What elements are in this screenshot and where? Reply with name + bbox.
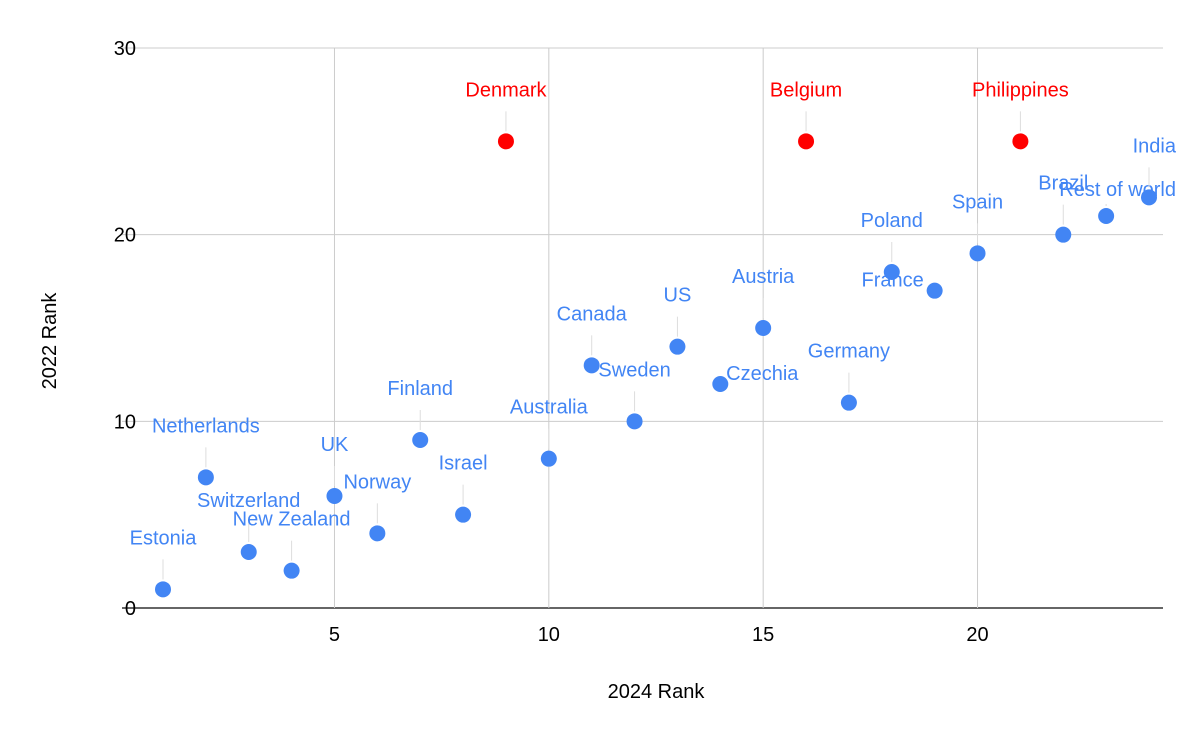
x-tick-label: 5 xyxy=(329,624,340,646)
y-tick-label: 30 xyxy=(114,38,136,60)
data-point-new-zealand[interactable] xyxy=(283,562,300,579)
data-point-sweden[interactable] xyxy=(626,413,643,430)
y-tick-label: 20 xyxy=(114,225,136,247)
data-point-estonia[interactable] xyxy=(155,581,171,598)
grid xyxy=(122,47,1163,609)
point-label-germany: Germany xyxy=(808,341,890,363)
data-point-india[interactable] xyxy=(1141,189,1157,206)
point-label-france: France xyxy=(862,270,924,292)
point-label-denmark: Denmark xyxy=(465,79,547,101)
point-label-spain: Spain xyxy=(952,191,1003,213)
point-label-estonia: Estonia xyxy=(130,527,198,549)
data-point-switzerland[interactable] xyxy=(240,544,257,560)
point-label-austria: Austria xyxy=(732,266,795,288)
data-point-finland[interactable] xyxy=(412,432,429,448)
data-point-netherlands[interactable] xyxy=(197,469,214,486)
y-tick-label: 10 xyxy=(114,411,136,433)
point-label-philippines: Philippines xyxy=(972,79,1069,101)
data-point-israel[interactable] xyxy=(455,506,472,523)
point-label-uk: UK xyxy=(321,434,349,456)
data-point-philippines[interactable] xyxy=(1012,133,1029,150)
data-point-canada[interactable] xyxy=(583,357,600,374)
point-label-norway: Norway xyxy=(343,471,411,493)
data-point-spain[interactable] xyxy=(969,245,986,262)
data-point-czechia[interactable] xyxy=(712,376,729,392)
point-label-switzerland: Switzerland xyxy=(197,490,300,512)
data-point-brazil[interactable] xyxy=(1055,226,1072,243)
point-label-czechia: Czechia xyxy=(726,363,799,385)
point-label-us: US xyxy=(664,285,692,307)
y-axis-title: 2022 Rank xyxy=(39,292,61,390)
x-tick-label: 15 xyxy=(752,624,774,646)
point-label-finland: Finland xyxy=(387,378,453,400)
data-point-australia[interactable] xyxy=(540,450,557,467)
data-point-poland[interactable] xyxy=(883,264,900,280)
point-label-belgium: Belgium xyxy=(770,79,842,101)
point-label-sweden: Sweden xyxy=(598,359,670,381)
point-label-new-zealand: New Zealand xyxy=(233,509,351,531)
point-label-australia: Australia xyxy=(510,397,589,419)
data-point-denmark[interactable] xyxy=(497,133,514,150)
data-point-uk[interactable] xyxy=(326,488,343,504)
axis-ticks: 0 10 20 30 5 10 15 20 xyxy=(114,38,989,646)
point-label-india: India xyxy=(1133,135,1177,157)
point-label-netherlands: Netherlands xyxy=(152,415,260,437)
point-label-israel: Israel xyxy=(439,453,488,475)
data-point-france[interactable] xyxy=(926,282,943,299)
data-point-germany[interactable] xyxy=(840,394,857,411)
point-label-rest-of-world: Rest of world xyxy=(1059,179,1176,201)
data-point-belgium[interactable] xyxy=(798,133,815,150)
data-point-rest-of-world[interactable] xyxy=(1098,208,1115,224)
data-point-norway[interactable] xyxy=(369,525,386,542)
point-label-brazil: Brazil xyxy=(1038,173,1088,195)
data-point-us[interactable] xyxy=(669,338,686,355)
x-tick-label: 20 xyxy=(966,624,988,646)
point-label-poland: Poland xyxy=(861,210,923,232)
x-axis-title: 2024 Rank xyxy=(608,681,706,703)
x-tick-label: 10 xyxy=(538,624,560,646)
y-tick-label: 0 xyxy=(125,598,136,620)
data-point-austria[interactable] xyxy=(755,320,772,336)
point-label-canada: Canada xyxy=(557,303,628,325)
data-points xyxy=(155,133,1157,598)
